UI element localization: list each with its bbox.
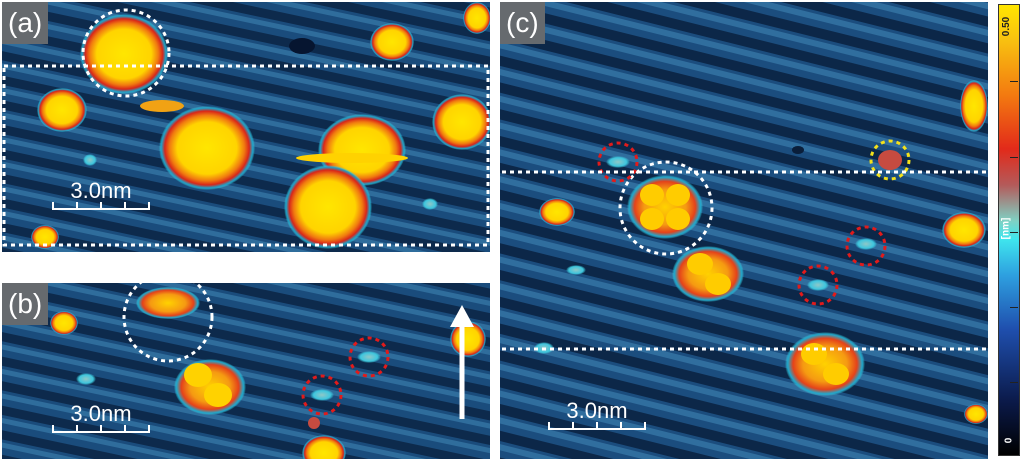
colorbar-min-label: 0 [1003, 437, 1015, 444]
markers-c [502, 139, 986, 351]
markers-a [2, 8, 490, 247]
panel-c-image [500, 2, 988, 459]
scalebar-tick [124, 425, 126, 433]
colorbar-unit-label: [nm] [1000, 217, 1012, 240]
scalebar-tick [52, 202, 54, 210]
scalebar-tick [148, 202, 150, 210]
scalebar-tick [644, 422, 646, 430]
scalebar-tick [596, 422, 598, 430]
adsorbates-c [534, 80, 988, 424]
scalebar-b: 3.0nm [52, 403, 150, 437]
scalebar-label-c: 3.0nm [566, 398, 628, 423]
panel-label-b: (b) [2, 283, 49, 325]
scalebar-label-b: 3.0nm [70, 401, 132, 426]
panel-a-image [2, 2, 490, 252]
panel-label-c: (c) [500, 2, 545, 44]
scalebar-tick [620, 422, 622, 430]
scalebar-tick [124, 202, 126, 210]
scalebar-a: 3.0nm [52, 180, 150, 214]
scalebar-tick [52, 425, 54, 433]
scalebar-tick [76, 202, 78, 210]
panel-b-image [2, 283, 490, 459]
scalebar-tick [100, 425, 102, 433]
panel-b: (b) 3.0nm [2, 283, 490, 459]
panel-label-a: (a) [2, 2, 49, 44]
colorbar-max-label: 0.50 [1001, 16, 1013, 37]
scalebar-c: 3.0nm [548, 400, 646, 434]
markers-b [122, 283, 390, 416]
height-colorbar: 0.50 [nm] 0 [998, 4, 1020, 456]
scalebar-tick [100, 202, 102, 210]
scalebar-label-a: 3.0nm [70, 178, 132, 203]
colorbar-tick [1010, 307, 1018, 308]
panel-a: (a) 3.0nm [2, 2, 490, 252]
scalebar-tick [548, 422, 550, 430]
colorbar-tick [1010, 232, 1018, 233]
colorbar-tick [1010, 382, 1018, 383]
colorbar-tick [1010, 81, 1018, 82]
scalebar-tick [76, 425, 78, 433]
panel-c: (c) 3.0nm [500, 2, 988, 459]
adsorbates-b [50, 287, 486, 459]
colorbar-tick [1010, 157, 1018, 158]
adsorbates-a [31, 2, 490, 249]
scalebar-tick [572, 422, 574, 430]
scalebar-tick [148, 425, 150, 433]
scan-direction-arrow [450, 305, 474, 419]
